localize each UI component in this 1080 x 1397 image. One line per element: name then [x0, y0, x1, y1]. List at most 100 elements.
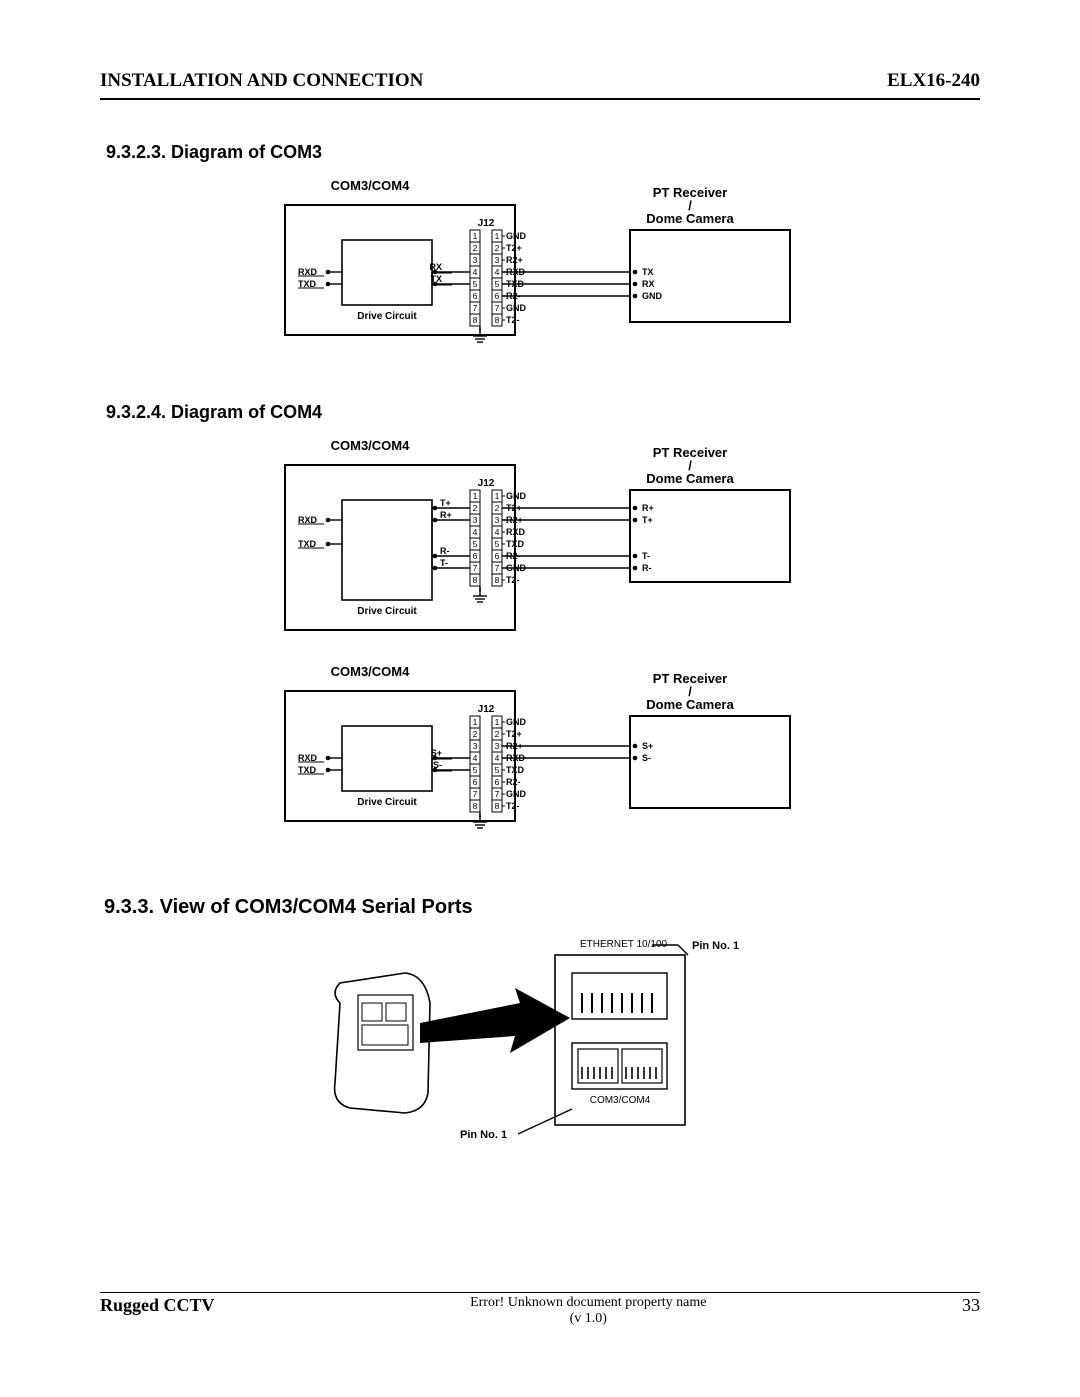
svg-text:Drive Circuit: Drive Circuit	[357, 797, 417, 808]
svg-text:3: 3	[495, 255, 500, 265]
svg-text:3: 3	[473, 255, 478, 265]
svg-text:T2-: T2-	[506, 575, 520, 585]
svg-text:8: 8	[473, 801, 478, 811]
svg-text:5: 5	[473, 539, 478, 549]
svg-text:6: 6	[495, 291, 500, 301]
svg-text:4: 4	[473, 753, 478, 763]
svg-text:4: 4	[495, 267, 500, 277]
svg-text:T+: T+	[642, 515, 653, 525]
svg-text:R2-: R2-	[506, 777, 521, 787]
svg-text:7: 7	[473, 563, 478, 573]
svg-text:7: 7	[495, 303, 500, 313]
svg-text:8: 8	[495, 315, 500, 325]
svg-text:8: 8	[495, 801, 500, 811]
svg-text:COM3/COM4: COM3/COM4	[331, 178, 411, 193]
diagram-com4-b: COM3/COM4PT Receiver/Dome CameraJ1211223…	[100, 661, 980, 846]
svg-text:2: 2	[495, 729, 500, 739]
svg-text:R+: R+	[440, 510, 452, 520]
svg-text:3: 3	[495, 741, 500, 751]
svg-text:1: 1	[495, 717, 500, 727]
svg-text:5: 5	[473, 765, 478, 775]
svg-text:TXD: TXD	[506, 765, 525, 775]
header-right: ELX16-240	[887, 70, 980, 92]
svg-text:T-: T-	[440, 558, 448, 568]
footer-page: 33	[962, 1295, 980, 1316]
svg-text:R-: R-	[642, 563, 652, 573]
svg-text:COM3/COM4: COM3/COM4	[590, 1095, 651, 1106]
svg-text:T2+: T2+	[506, 243, 522, 253]
svg-text:2: 2	[473, 243, 478, 253]
svg-text:R-: R-	[440, 546, 450, 556]
svg-text:3: 3	[473, 741, 478, 751]
svg-text:4: 4	[473, 527, 478, 537]
svg-text:Drive Circuit: Drive Circuit	[357, 606, 417, 617]
svg-text:S+: S+	[642, 741, 653, 751]
header-left: INSTALLATION AND CONNECTION	[100, 70, 423, 92]
svg-text:6: 6	[495, 777, 500, 787]
heading-9-3-2-4: 9.3.2.4. Diagram of COM4	[106, 402, 980, 423]
diagram-com4-a: COM3/COM4PT Receiver/Dome CameraJ1211223…	[100, 435, 980, 655]
svg-text:8: 8	[495, 575, 500, 585]
svg-text:GND: GND	[506, 717, 527, 727]
svg-text:COM3/COM4: COM3/COM4	[331, 664, 411, 679]
svg-text:1: 1	[495, 491, 500, 501]
svg-text:5: 5	[495, 279, 500, 289]
svg-text:1: 1	[473, 231, 478, 241]
svg-text:4: 4	[495, 753, 500, 763]
svg-text:7: 7	[473, 303, 478, 313]
svg-text:J12: J12	[478, 704, 495, 715]
svg-text:RX: RX	[642, 279, 655, 289]
svg-text:Dome Camera: Dome Camera	[646, 697, 734, 712]
svg-text:Dome Camera: Dome Camera	[646, 211, 734, 226]
svg-text:5: 5	[473, 279, 478, 289]
svg-text:GND: GND	[506, 789, 527, 799]
svg-text:GND: GND	[506, 303, 527, 313]
svg-text:RXD: RXD	[506, 527, 526, 537]
svg-text:4: 4	[495, 527, 500, 537]
svg-text:R2+: R2+	[506, 255, 523, 265]
svg-text:R+: R+	[642, 503, 654, 513]
svg-text:1: 1	[473, 717, 478, 727]
svg-text:2: 2	[473, 729, 478, 739]
port-view-diagram: COM3/COM4ETHERNET 10/100Pin No. 1Pin No.…	[100, 933, 980, 1153]
svg-text:7: 7	[495, 789, 500, 799]
svg-text:6: 6	[473, 291, 478, 301]
heading-9-3-2-3: 9.3.2.3. Diagram of COM3	[106, 142, 980, 163]
diagram-com3: COM3/COM4PT Receiver/Dome CameraJ1211223…	[100, 175, 980, 360]
svg-text:J12: J12	[478, 478, 495, 489]
svg-text:GND: GND	[506, 491, 527, 501]
heading-9-3-3: 9.3.3. View of COM3/COM4 Serial Ports	[104, 896, 980, 919]
footer-left: Rugged CCTV	[100, 1295, 215, 1316]
svg-text:GND: GND	[642, 291, 663, 301]
svg-text:6: 6	[473, 551, 478, 561]
svg-text:COM3/COM4: COM3/COM4	[331, 438, 411, 453]
svg-text:TXD: TXD	[506, 539, 525, 549]
svg-text:S-: S-	[642, 753, 651, 763]
svg-text:Dome Camera: Dome Camera	[646, 471, 734, 486]
footer-center: Error! Unknown document property name (v…	[215, 1295, 962, 1327]
svg-text:T2-: T2-	[506, 315, 520, 325]
svg-text:6: 6	[473, 777, 478, 787]
svg-text:2: 2	[473, 503, 478, 513]
svg-text:TX: TX	[642, 267, 654, 277]
svg-text:3: 3	[495, 515, 500, 525]
svg-text:Pin No. 1: Pin No. 1	[460, 1129, 507, 1141]
svg-text:T2+: T2+	[506, 729, 522, 739]
svg-text:Pin No. 1: Pin No. 1	[692, 940, 739, 952]
svg-text:7: 7	[495, 563, 500, 573]
svg-text:1: 1	[473, 491, 478, 501]
svg-text:1: 1	[495, 231, 500, 241]
svg-text:4: 4	[473, 267, 478, 277]
svg-text:5: 5	[495, 765, 500, 775]
svg-text:6: 6	[495, 551, 500, 561]
svg-text:2: 2	[495, 503, 500, 513]
svg-text:Drive Circuit: Drive Circuit	[357, 311, 417, 322]
svg-text:GND: GND	[506, 231, 527, 241]
header-rule	[100, 98, 980, 100]
svg-text:J12: J12	[478, 218, 495, 229]
svg-text:3: 3	[473, 515, 478, 525]
svg-text:8: 8	[473, 315, 478, 325]
svg-text:T-: T-	[642, 551, 650, 561]
svg-text:T2-: T2-	[506, 801, 520, 811]
svg-text:2: 2	[495, 243, 500, 253]
